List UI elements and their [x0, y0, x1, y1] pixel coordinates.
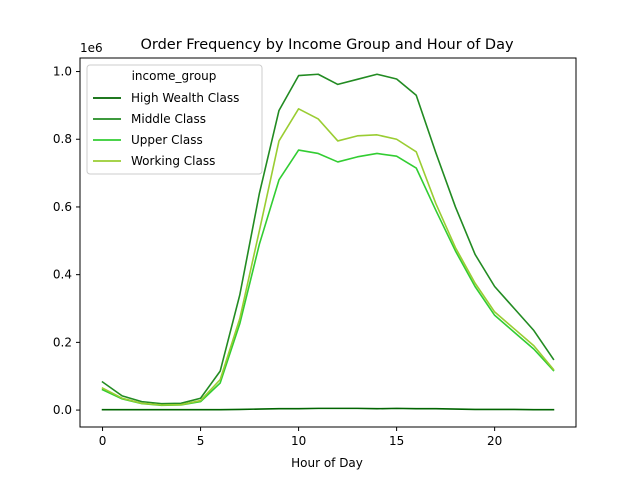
- x-tick-label: 0: [99, 434, 107, 448]
- y-axis-ticks: 0.0 0.2 0.4 0.6 0.8 1.0: [53, 65, 80, 417]
- y-tick-label: 0.8: [53, 132, 72, 146]
- y-tick-label: 1.0: [53, 65, 72, 79]
- legend-label: Middle Class: [131, 112, 206, 126]
- legend-label: High Wealth Class: [131, 91, 239, 105]
- series-line-middle-class: [101, 73, 555, 405]
- legend-title: income_group: [132, 69, 217, 83]
- y-tick-label: 0.6: [53, 200, 72, 214]
- series-line-high-wealth-class: [101, 407, 555, 411]
- legend-label: Upper Class: [131, 133, 203, 147]
- plot-lines: [101, 73, 555, 411]
- x-tick-label: 10: [291, 434, 306, 448]
- x-tick-label: 5: [197, 434, 205, 448]
- x-tick-label: 20: [487, 434, 502, 448]
- y-tick-label: 0.4: [53, 268, 72, 282]
- plot-frame: [79, 57, 577, 428]
- legend-box: [86, 64, 263, 175]
- series-line-working-class: [101, 107, 555, 406]
- x-axis-label: Hour of Day: [291, 456, 363, 470]
- legend-entries: High Wealth Class Middle Class Upper Class…: [93, 91, 239, 168]
- y-offset-label: 1e6: [80, 41, 103, 55]
- x-axis-ticks: 0 5 10 15 20: [99, 427, 502, 448]
- y-tick-label: 0.2: [53, 335, 72, 349]
- legend: income_group High Wealth Class Middle Cla…: [86, 64, 263, 175]
- legend-label: Working Class: [131, 154, 215, 168]
- y-tick-label: 0.0: [53, 403, 72, 417]
- chart-title: Order Frequency by Income Group and Hour…: [140, 37, 514, 53]
- x-tick-label: 15: [389, 434, 404, 448]
